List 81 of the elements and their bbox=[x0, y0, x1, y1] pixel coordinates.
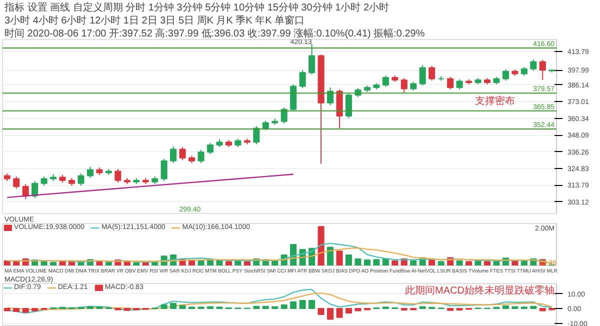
candlestick bbox=[206, 142, 214, 155]
bar bbox=[410, 260, 417, 266]
bar bbox=[50, 262, 57, 266]
bar bbox=[308, 300, 316, 310]
bar bbox=[198, 260, 204, 266]
candlestick bbox=[456, 78, 463, 90]
bar bbox=[354, 308, 362, 312]
candlestick bbox=[447, 76, 454, 90]
bar bbox=[40, 261, 48, 266]
candlestick bbox=[299, 70, 306, 89]
bar bbox=[336, 250, 343, 266]
bar bbox=[262, 306, 269, 310]
candlestick bbox=[345, 92, 352, 119]
bar bbox=[354, 258, 362, 266]
annotation: 支撑密布 bbox=[474, 94, 515, 107]
bar bbox=[456, 260, 463, 266]
candlestick bbox=[530, 58, 537, 72]
candlestick bbox=[539, 59, 546, 80]
bar bbox=[364, 260, 370, 266]
candlestick bbox=[198, 149, 204, 164]
bar bbox=[438, 261, 444, 266]
bar bbox=[345, 254, 352, 266]
candlestick bbox=[86, 166, 94, 179]
candlestick bbox=[160, 158, 168, 182]
bar bbox=[484, 261, 491, 266]
bar bbox=[336, 308, 343, 318]
bar bbox=[244, 261, 250, 266]
bar bbox=[170, 302, 177, 310]
candlestick bbox=[114, 168, 122, 184]
bar bbox=[382, 258, 389, 266]
candlestick bbox=[280, 106, 288, 124]
bar bbox=[13, 261, 20, 266]
bar bbox=[13, 308, 20, 312]
bar bbox=[160, 304, 168, 310]
bar bbox=[327, 308, 334, 320]
candlestick bbox=[253, 126, 260, 145]
candlestick bbox=[78, 172, 84, 186]
bar bbox=[299, 300, 306, 310]
candlestick bbox=[179, 146, 186, 161]
bar bbox=[530, 306, 537, 310]
candlestick bbox=[22, 184, 29, 200]
bar bbox=[216, 260, 223, 266]
bar bbox=[318, 308, 324, 315]
text: 指标 设置 画线 自定义周期 分时 1分钟 3分钟 5分钟 10分钟 15分钟 30分钟 1小时 2小时 bbox=[4, 2, 390, 14]
candlestick bbox=[502, 69, 509, 82]
bar bbox=[345, 308, 352, 314]
bar bbox=[32, 308, 38, 312]
bar bbox=[96, 261, 103, 266]
bar bbox=[318, 226, 324, 266]
bar bbox=[59, 261, 66, 266]
candlestick bbox=[262, 120, 269, 131]
bar bbox=[4, 308, 10, 312]
bar bbox=[105, 262, 112, 266]
bar bbox=[280, 304, 288, 310]
bar bbox=[392, 260, 398, 266]
candlestick bbox=[327, 86, 334, 106]
candlestick bbox=[13, 176, 20, 190]
candlestick bbox=[308, 43, 316, 75]
chart-subtitle: 时间 2020-08-06 17:00 开:397.52 高:397.99 低:396.03 收:397.99 涨幅:0.10%(0.41) 振幅:0.29% bbox=[4, 28, 425, 40]
bar bbox=[22, 308, 29, 313]
bar bbox=[253, 306, 260, 310]
annotation: 此期间MACD始终未明显跌破零轴 bbox=[405, 284, 555, 296]
candlestick bbox=[40, 176, 48, 186]
bar bbox=[539, 308, 546, 312]
bar bbox=[133, 262, 140, 266]
bar bbox=[290, 301, 297, 310]
candlestick bbox=[382, 75, 389, 88]
candlestick bbox=[419, 64, 426, 86]
bar bbox=[327, 246, 334, 266]
text: 3小时 4小时 6小时 12小时 1日 2日 3日 5日 周K 月K 季K 年K 单窗口 bbox=[4, 14, 305, 26]
candlestick bbox=[32, 180, 38, 199]
candlestick bbox=[290, 84, 297, 112]
bar bbox=[474, 260, 482, 266]
bar bbox=[225, 261, 232, 266]
candlestick bbox=[170, 146, 177, 164]
bar bbox=[466, 261, 472, 266]
bar bbox=[502, 305, 509, 310]
bar bbox=[179, 305, 186, 310]
candlestick bbox=[400, 78, 408, 94]
candlestick bbox=[428, 65, 436, 82]
bar bbox=[373, 259, 380, 266]
